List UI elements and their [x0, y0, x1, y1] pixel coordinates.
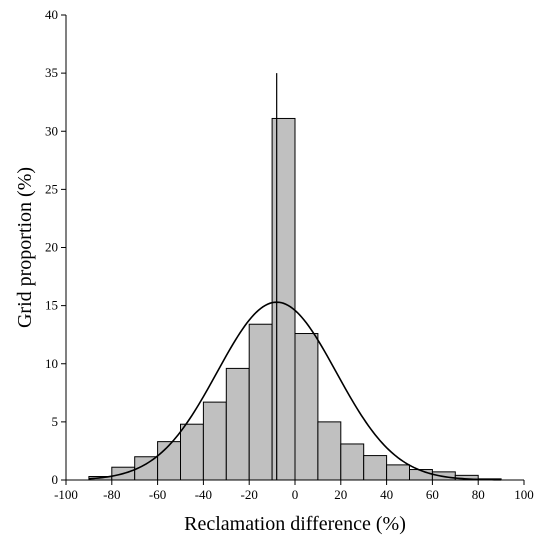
x-tick-label: 20	[334, 487, 347, 502]
histogram-bar	[317, 421, 342, 481]
x-tick-label: -100	[54, 487, 78, 502]
histogram-bar	[225, 367, 250, 481]
y-tick-label: 40	[45, 7, 58, 22]
histogram-bar	[180, 423, 204, 481]
histogram-bar	[248, 323, 273, 481]
y-tick-label: 35	[45, 65, 58, 80]
x-tick-label: 0	[292, 487, 299, 502]
y-tick-label: 10	[45, 356, 58, 371]
x-tick-label: -40	[195, 487, 212, 502]
x-axis-ticks: -100 -80 -60 -40 -20 0 20 40 60 80 100	[54, 480, 534, 502]
y-axis-ticks: 0 5 10 15 20 25 30 35 40	[45, 7, 66, 487]
y-tick-label: 30	[45, 123, 58, 138]
bars-group	[88, 117, 502, 481]
histogram-bar	[363, 455, 388, 481]
y-tick-label: 0	[52, 472, 59, 487]
y-tick-label: 5	[52, 414, 59, 429]
x-tick-label: 100	[514, 487, 534, 502]
x-tick-label: -80	[103, 487, 120, 502]
y-tick-label: 25	[45, 181, 58, 196]
normal-fit-curve	[88, 301, 502, 481]
x-tick-label: 60	[426, 487, 439, 502]
histogram-bar	[386, 464, 411, 481]
y-axis-title: Grid proportion (%)	[14, 167, 36, 328]
x-tick-label: 80	[472, 487, 485, 502]
histogram-bar	[202, 401, 227, 481]
x-tick-label: -20	[241, 487, 258, 502]
histogram-bar	[271, 117, 296, 481]
y-tick-label: 15	[45, 298, 58, 313]
y-tick-label: 20	[45, 240, 58, 255]
histogram-bar	[157, 441, 182, 481]
x-tick-label: -60	[149, 487, 166, 502]
histogram-bar	[340, 443, 365, 481]
histogram-bar	[294, 333, 319, 481]
x-tick-label: 40	[380, 487, 393, 502]
x-axis-title: Reclamation difference (%)	[184, 513, 406, 535]
